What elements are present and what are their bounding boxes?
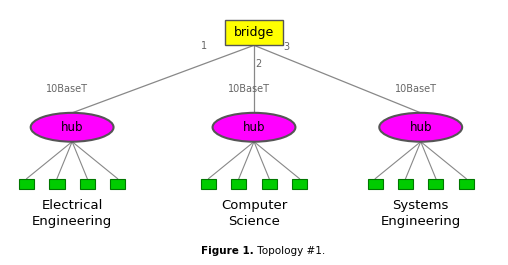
Bar [428, 179, 443, 189]
Bar [459, 179, 474, 189]
Text: Computer
Science: Computer Science [221, 199, 287, 228]
Text: 10BaseT: 10BaseT [46, 84, 88, 94]
Bar [368, 179, 383, 189]
Text: 1: 1 [201, 41, 207, 51]
Bar [49, 179, 65, 189]
Text: Topology #1.: Topology #1. [254, 246, 325, 256]
Bar [262, 179, 277, 189]
Text: 2: 2 [255, 59, 261, 69]
Text: bridge: bridge [234, 26, 274, 39]
Text: 10BaseT: 10BaseT [228, 84, 270, 94]
Bar [398, 179, 413, 189]
Ellipse shape [30, 113, 114, 142]
Bar [201, 179, 216, 189]
Text: hub: hub [409, 121, 432, 134]
Bar [80, 179, 95, 189]
FancyBboxPatch shape [225, 20, 283, 45]
Text: hub: hub [61, 121, 83, 134]
Text: 3: 3 [283, 42, 290, 52]
Bar [19, 179, 34, 189]
Text: 10BaseT: 10BaseT [395, 84, 437, 94]
Bar [231, 179, 246, 189]
Text: hub: hub [243, 121, 265, 134]
Text: Systems
Engineering: Systems Engineering [380, 199, 461, 228]
Ellipse shape [379, 113, 462, 142]
Bar [110, 179, 125, 189]
Ellipse shape [212, 113, 296, 142]
Text: Electrical
Engineering: Electrical Engineering [32, 199, 112, 228]
Text: Figure 1.: Figure 1. [201, 246, 254, 256]
Bar [292, 179, 307, 189]
